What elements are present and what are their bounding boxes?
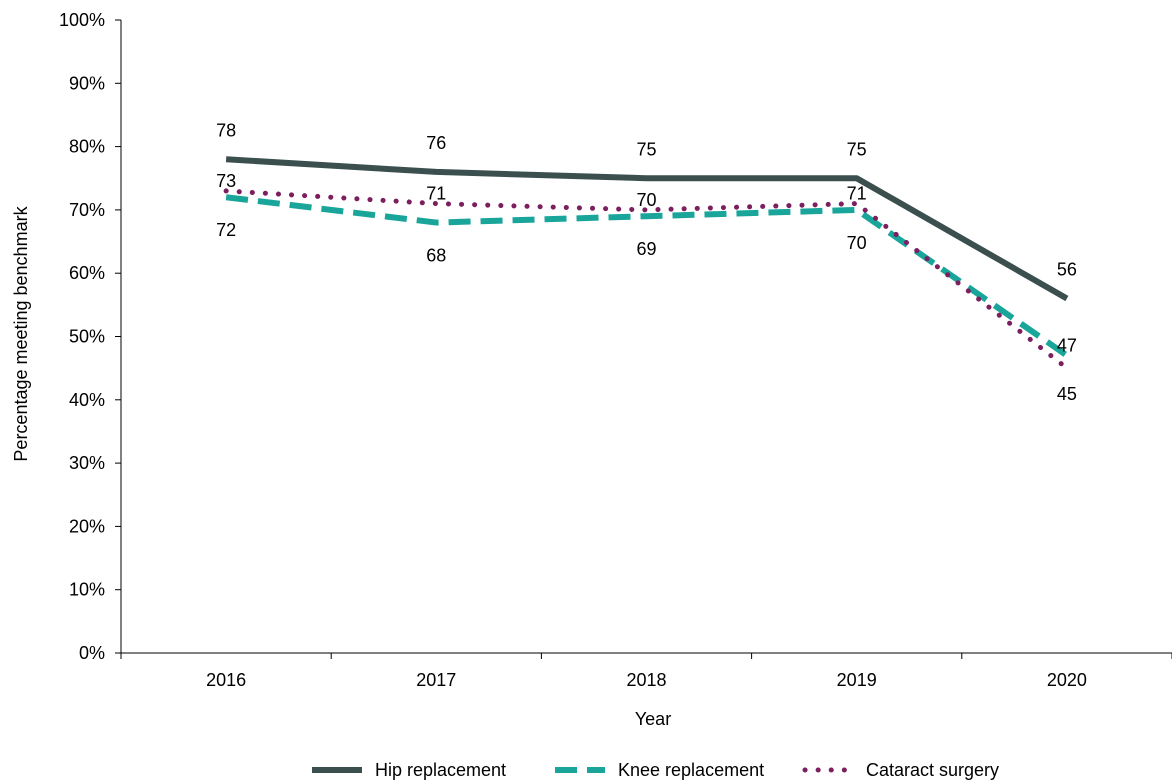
data-label-knee: 47: [1057, 335, 1077, 355]
y-tick-label: 70%: [69, 200, 105, 220]
data-label-hip: 75: [847, 139, 867, 159]
x-tick-label: 2016: [206, 670, 246, 690]
legend: Hip replacement Knee replacement Cataract …: [312, 760, 999, 780]
y-tick-label: 80%: [69, 137, 105, 157]
legend-label-hip-replacement: Hip replacement: [375, 760, 506, 780]
y-tick-label: 40%: [69, 390, 105, 410]
data-label-hip: 78: [216, 120, 236, 140]
data-label-cataract: 45: [1057, 384, 1077, 404]
data-label-cataract: 71: [426, 184, 446, 204]
y-tick-label: 60%: [69, 263, 105, 283]
data-label-cataract: 71: [847, 184, 867, 204]
x-tick-label: 2017: [416, 670, 456, 690]
data-label-cataract: 73: [216, 171, 236, 191]
series-layer: [223, 156, 1070, 371]
y-tick-label: 50%: [69, 327, 105, 347]
x-axis-title: Year: [635, 709, 671, 729]
x-axis: 2016 2017 2018 2019 2020: [120, 652, 1172, 690]
y-tick-label: 90%: [69, 73, 105, 93]
data-label-knee: 72: [216, 220, 236, 240]
y-axis-title: Percentage meeting benchmark: [11, 205, 31, 461]
data-label-hip: 75: [636, 139, 656, 159]
data-label-hip: 76: [426, 133, 446, 153]
x-tick-label: 2020: [1047, 670, 1087, 690]
series-line-knee-replacement: [225, 194, 1069, 358]
data-label-hip: 56: [1057, 260, 1077, 280]
data-label-knee: 69: [636, 239, 656, 259]
legend-label-cataract-surgery: Cataract surgery: [866, 760, 999, 780]
series-line-cataract-surgery: [223, 188, 1070, 371]
x-tick-label: 2019: [837, 670, 877, 690]
y-tick-label: 100%: [59, 10, 105, 30]
data-label-cataract: 70: [636, 190, 656, 210]
y-tick-label: 30%: [69, 453, 105, 473]
data-label-knee: 70: [847, 233, 867, 253]
y-tick-label: 10%: [69, 580, 105, 600]
y-tick-label: 20%: [69, 516, 105, 536]
series-line-hip-replacement: [225, 156, 1069, 302]
data-label-knee: 68: [426, 246, 446, 266]
y-axis: 0% 10% 20% 30% 40% 50% 60% 70% 80% 90% 100%: [59, 10, 122, 663]
legend-label-knee-replacement: Knee replacement: [618, 760, 764, 780]
y-tick-label: 0%: [79, 643, 105, 663]
data-labels: 78 72 73 76 68 71 75 69 70 75 70 71 56 47 45: [216, 120, 1077, 404]
x-tick-label: 2018: [626, 670, 666, 690]
